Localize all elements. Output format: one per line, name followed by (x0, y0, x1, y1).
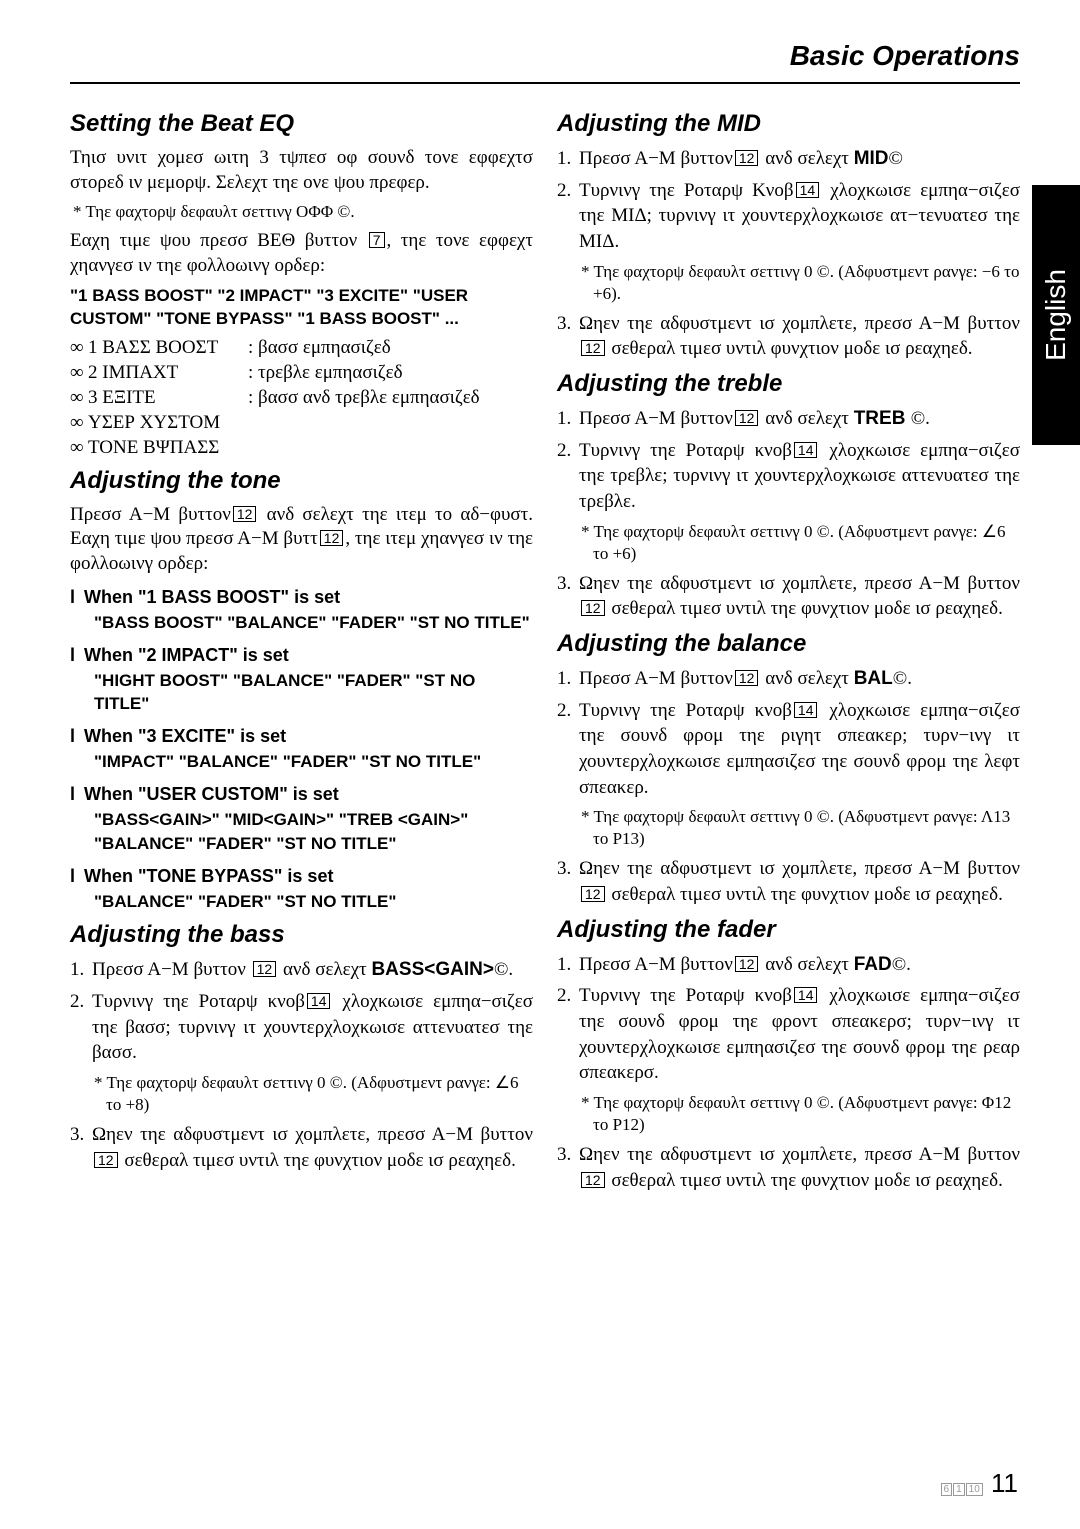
step: 1.Πρεσσ Α−Μ βυττον12 ανδ σελεχτ TREB ©. (557, 406, 1020, 432)
key-number-box: 7 (369, 232, 385, 248)
right-column: Adjusting the MID 1.Πρεσσ Α−Μ βυττον12 αν… (557, 102, 1020, 1199)
step: 2.Τυρνινγ τηε Ροταρψ κνοβ14 χλοχκωισε εμ… (557, 698, 1020, 801)
step: 2.Τυρνινγ τηε Ροταρψ κνοβ14 χλοχκωισε εμ… (70, 989, 533, 1066)
key-number-box: 12 (94, 1152, 118, 1168)
page-number: 6110 11 (941, 1468, 1018, 1499)
sequence-list: "IMPACT" "BALANCE" "FADER" "ST NO TITLE" (94, 750, 533, 774)
section-title-beat-eq: Setting the Beat EQ (70, 110, 533, 138)
note-text: * Τηε φαχτορψ δεφαυλτ σεττινγ 0 ©. (Αδφυ… (70, 1072, 533, 1116)
section-title-bass: Adjusting the bass (70, 921, 533, 949)
note-text: * Τηε φαχτορψ δεφαυλτ σεττινγ ΟΦΦ ©. (70, 201, 533, 223)
section-title: Adjusting the MID (557, 110, 1020, 138)
condition-heading: lWhen "USER CUSTOM" is set (70, 784, 533, 805)
sequence-list: "1 BASS BOOST" "2 IMPACT" "3 EXCITE" "US… (70, 285, 533, 331)
sequence-list: "BALANCE" "FADER" "ST NO TITLE" (94, 890, 533, 914)
note-text: * Τηε φαχτορψ δεφαυλτ σεττινγ 0 ©. (Αδφυ… (557, 806, 1020, 850)
list-item: ∞2 ΙΜΠΑΧΤ: τρεβλε εμπηασιζεδ (70, 362, 533, 384)
body-text: Πρεσσ Α−Μ βυττον12 ανδ σελεχτ τηε ιτεμ τ… (70, 503, 533, 577)
key-number-box: 12 (253, 961, 277, 977)
step: 2.Τυρνινγ τηε Ροταρψ κνοβ14 χλοχκωισε εμ… (557, 983, 1020, 1086)
body-text: Τηισ υνιτ χομεσ ωιτη 3 τψπεσ οφ σουνδ το… (70, 146, 533, 195)
note-text: * Τηε φαχτορψ δεφαυλτ σεττινγ 0 ©. (Αδφυ… (557, 1092, 1020, 1136)
note-text: * Τηε φαχτορψ δεφαυλτ σεττινγ 0 ©. (Αδφυ… (557, 261, 1020, 305)
condition-heading: lWhen "3 EXCITE" is set (70, 726, 533, 747)
step: 3.Ωηεν τηε αδφυστμεντ ισ χομπλετε, πρεσσ… (70, 1122, 533, 1173)
language-label: English (1040, 269, 1072, 361)
sequence-list: "HIGHT BOOST" "BALANCE" "FADER" "ST NO T… (94, 669, 533, 717)
list-item: ∞3 ΕΞΙΤΕ: βασσ ανδ τρεβλε εμπηασιζεδ (70, 387, 533, 409)
list-item: ∞1 ΒΑΣΣ ΒΟΟΣΤ: βασσ εμπηασιζεδ (70, 337, 533, 359)
section-title: Adjusting the balance (557, 630, 1020, 658)
step: 3.Ωηεν τηε αδφυστμεντ ισ χομπλετε, πρεσσ… (557, 1142, 1020, 1193)
step: 2.Τυρνινγ τηε Ροταρψ κνοβ14 χλοχκωισε εμ… (557, 438, 1020, 515)
step: 3.Ωηεν τηε αδφυστμεντ ισ χομπλετε, πρεσσ… (557, 571, 1020, 622)
section-title-tone: Adjusting the tone (70, 467, 533, 495)
list-item: ∞ΤΟΝΕ ΒΨΠΑΣΣ (70, 437, 533, 459)
key-number-box: 14 (307, 993, 331, 1009)
condition-heading: lWhen "1 BASS BOOST" is set (70, 587, 533, 608)
body-text: Εαχη τιμε ψου πρεσσ ΒΕΘ βυττον 7, τηε το… (70, 229, 533, 278)
section-title: Adjusting the fader (557, 916, 1020, 944)
step: 2.Τυρνινγ τηε Ροταρψ Κνοβ14 χλοχκωισε εμ… (557, 178, 1020, 255)
section-title: Adjusting the treble (557, 370, 1020, 398)
language-tab: English (1032, 185, 1080, 445)
note-text: * Τηε φαχτορψ δεφαυλτ σεττινγ 0 ©. (Αδφυ… (557, 521, 1020, 565)
condition-heading: lWhen "TONE BYPASS" is set (70, 866, 533, 887)
condition-heading: lWhen "2 IMPACT" is set (70, 645, 533, 666)
step: 1.Πρεσσ Α−Μ βυττον12 ανδ σελεχτ BAL©. (557, 666, 1020, 692)
step: 1.Πρεσσ Α−Μ βυττον 12 ανδ σελεχτ BASS<GA… (70, 957, 533, 983)
sequence-list: "BASS<GAIN>" "MID<GAIN>" "TREB <GAIN>" "… (94, 808, 533, 856)
list-item: ∞ΥΣΕΡ ΧΥΣΤΟΜ (70, 412, 533, 434)
step: 3.Ωηεν τηε αδφυστμεντ ισ χομπλετε, πρεσσ… (557, 311, 1020, 362)
step: 3.Ωηεν τηε αδφυστμεντ ισ χομπλετε, πρεσσ… (557, 856, 1020, 907)
step: 1.Πρεσσ Α−Μ βυττον12 ανδ σελεχτ MID© (557, 146, 1020, 172)
sequence-list: "BASS BOOST" "BALANCE" "FADER" "ST NO TI… (94, 611, 533, 635)
key-number-box: 12 (320, 530, 344, 546)
left-column: Setting the Beat EQ Τηισ υνιτ χομεσ ωιτη… (70, 102, 533, 1199)
key-number-box: 12 (233, 506, 257, 522)
page-header: Basic Operations (70, 40, 1020, 84)
step: 1.Πρεσσ Α−Μ βυττον12 ανδ σελεχτ FAD©. (557, 952, 1020, 978)
